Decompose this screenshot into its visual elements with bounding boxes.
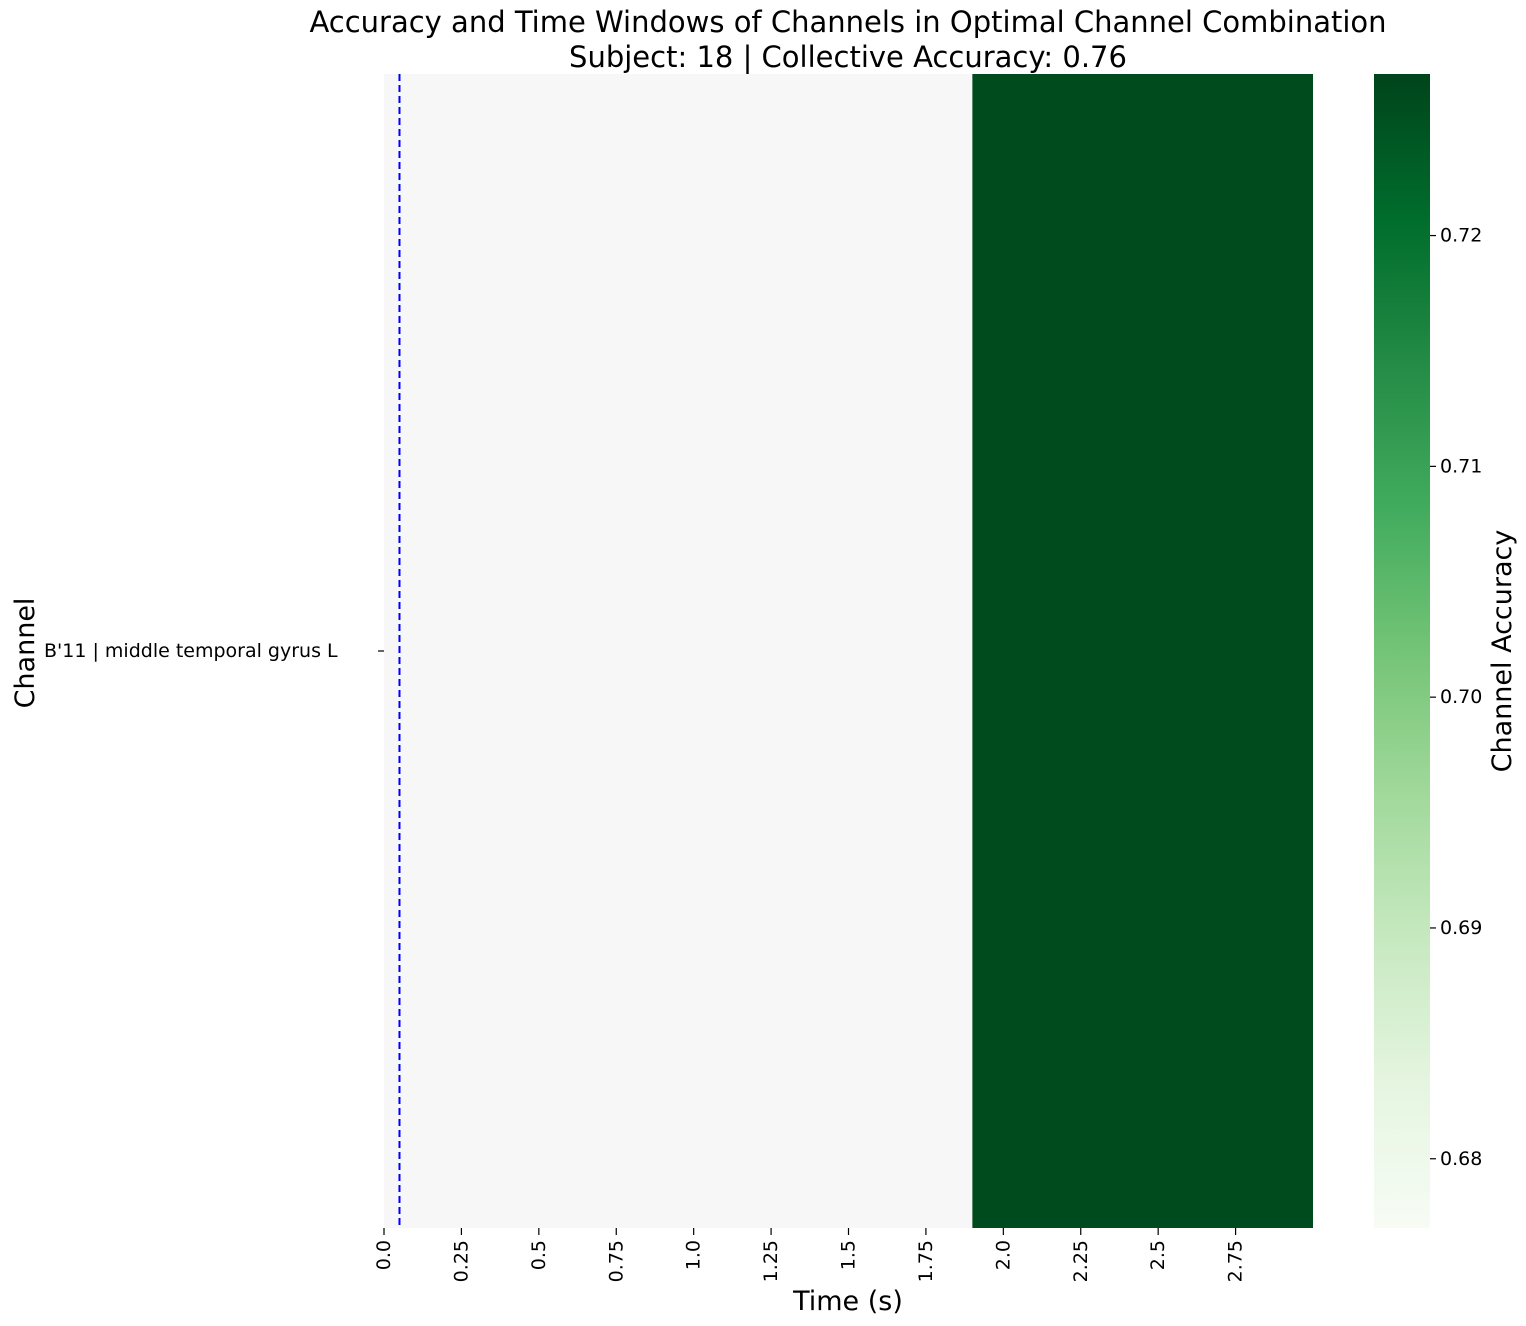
colorbar-gradient (1374, 74, 1430, 1228)
x-axis-label: Time (s) (792, 1286, 903, 1317)
plot-area (384, 74, 1313, 1228)
x-tick-label: 1.25 (760, 1240, 782, 1282)
colorbar-tick-label: 0.70 (1440, 686, 1482, 708)
heatmap-cell-0 (972, 74, 1313, 1228)
y-axis-label: Channel (10, 598, 41, 709)
colorbar-tick-label: 0.71 (1440, 455, 1482, 477)
colorbar-tick-label: 0.69 (1440, 917, 1482, 939)
x-tick-label: 1.5 (838, 1240, 860, 1270)
x-tick-label: 1.0 (683, 1240, 705, 1270)
y-axis-ticks: B'11 | middle temporal gyrus L (44, 640, 384, 662)
x-tick-label: 2.75 (1225, 1240, 1247, 1282)
chart-subtitle: Subject: 18 | Collective Accuracy: 0.76 (569, 40, 1127, 74)
colorbar: 0.68 0.69 0.70 0.71 0.72 (1374, 74, 1482, 1228)
x-tick-label: 0.5 (528, 1240, 550, 1270)
x-tick-label: 2.5 (1147, 1240, 1169, 1270)
x-tick-label: 2.25 (1070, 1240, 1092, 1282)
colorbar-tick-label: 0.72 (1440, 225, 1482, 247)
chart-title: Accuracy and Time Windows of Channels in… (309, 5, 1386, 39)
x-tick-label: 0.75 (605, 1240, 627, 1282)
colorbar-tick-label: 0.68 (1440, 1148, 1482, 1170)
x-tick-label: 2.0 (992, 1240, 1014, 1270)
x-tick-label: 0.25 (450, 1240, 472, 1282)
x-axis-ticks: 0.0 0.25 0.5 0.75 1.0 1.25 1.5 1.75 2.0 2.25 2.5 2.… (373, 1228, 1247, 1282)
colorbar-label: Channel Accuracy (1487, 530, 1518, 773)
y-tick-label: B'11 | middle temporal gyrus L (44, 640, 338, 662)
x-tick-label: 0.0 (373, 1240, 395, 1270)
x-tick-label: 1.75 (915, 1240, 937, 1282)
